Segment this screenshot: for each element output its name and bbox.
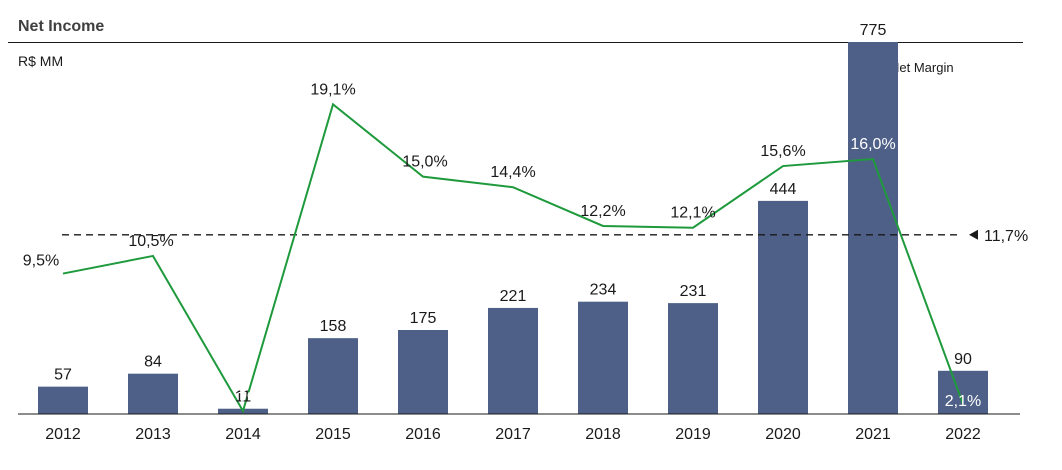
net-margin-label-2020: 15,6% [760, 143, 805, 160]
bar-2016 [398, 330, 448, 414]
bar-value-label-2019: 231 [680, 283, 707, 300]
net-margin-label-2014: 1,7% [225, 390, 261, 407]
reference-marker-icon [969, 229, 978, 240]
bar-value-label-2016: 175 [410, 310, 437, 327]
bar-2017 [488, 307, 538, 414]
x-tick-label-2012: 2012 [45, 426, 81, 443]
bar-2018 [578, 301, 628, 414]
net-margin-label-2016: 15,0% [402, 154, 447, 171]
x-tick-label-2021: 2021 [855, 426, 891, 443]
x-tick-label-2018: 2018 [585, 426, 621, 443]
x-tick-label-2019: 2019 [675, 426, 711, 443]
net-margin-label-2022: 2,1% [945, 393, 981, 410]
unit-label: R$ MM [18, 53, 64, 69]
x-tick-label-2013: 2013 [135, 426, 171, 443]
bar-value-label-2012: 57 [54, 367, 72, 384]
bar-2012 [38, 386, 88, 414]
net-margin-label-2015: 19,1% [310, 81, 355, 98]
bar-value-label-2022: 90 [954, 351, 972, 368]
x-tick-label-2015: 2015 [315, 426, 351, 443]
bar-value-label-2014: 11 [235, 389, 252, 406]
x-tick-label-2016: 2016 [405, 426, 441, 443]
bar-2020 [758, 200, 808, 414]
x-tick-label-2020: 2020 [765, 426, 801, 443]
bar-value-label-2013: 84 [144, 354, 162, 371]
reference-line-label: 11,7% [984, 228, 1028, 245]
x-tick-label-2017: 2017 [495, 426, 531, 443]
bar-value-label-2018: 234 [590, 282, 617, 299]
net-margin-label-2018: 12,2% [580, 203, 625, 220]
bar-2019 [668, 303, 718, 414]
net-margin-label-2017: 14,4% [490, 164, 535, 181]
chart-title: Net Income [18, 18, 105, 35]
net-margin-label-2019: 12,1% [670, 205, 715, 222]
x-tick-label-2014: 2014 [225, 426, 261, 443]
bar-2022 [938, 370, 988, 414]
net-margin-line [62, 102, 964, 414]
net-margin-label-2021: 16,0% [850, 136, 895, 153]
bar-value-label-2017: 221 [500, 288, 527, 305]
bar-value-label-2021: 775 [860, 22, 887, 39]
bar-value-label-2020: 444 [770, 181, 797, 198]
bar-value-label-2015: 158 [320, 318, 347, 335]
legend-label-net-margin: Net Margin [890, 60, 954, 75]
net-margin-label-2012: 9,5% [23, 253, 59, 270]
bar-2021 [848, 42, 898, 414]
net-margin-label-2013: 10,5% [128, 233, 173, 250]
title-divider [8, 42, 1023, 43]
bar-2015 [308, 338, 358, 414]
x-tick-label-2022: 2022 [945, 426, 981, 443]
bar-2013 [128, 373, 178, 414]
